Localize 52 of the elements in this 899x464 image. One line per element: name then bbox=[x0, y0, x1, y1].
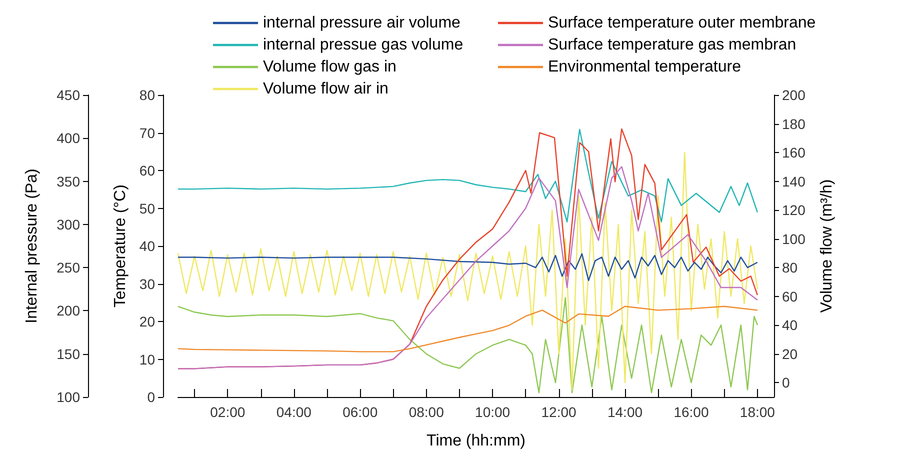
y-tick-label: 200 bbox=[56, 302, 80, 319]
y-axis-title: Internal pressure (Pa) bbox=[24, 168, 40, 324]
y2-tick-label: 10 bbox=[139, 351, 156, 368]
y3-tick-label: 60 bbox=[782, 288, 798, 304]
line-series bbox=[177, 128, 758, 222]
y-tick-label: 400 bbox=[56, 130, 80, 146]
legend-label: Environmental temperature bbox=[548, 58, 742, 76]
y2-tick-label: 60 bbox=[139, 162, 156, 178]
y3-tick-label: 0 bbox=[782, 374, 790, 391]
x-tick-label: 18:00 bbox=[740, 404, 776, 420]
y-tick-label: 300 bbox=[56, 216, 80, 232]
x-tick-label: 10:00 bbox=[475, 404, 510, 420]
y3-tick-label: 80 bbox=[782, 260, 798, 276]
y2-tick-label: 70 bbox=[139, 124, 156, 141]
y-tick-label: 250 bbox=[56, 260, 80, 276]
line-series bbox=[177, 253, 758, 282]
x-tick-label: 16:00 bbox=[674, 404, 709, 420]
line-series bbox=[177, 306, 758, 352]
y2-tick-label: 0 bbox=[147, 389, 156, 405]
y2-tick-label: 20 bbox=[139, 314, 156, 330]
x-tick-label: 12:00 bbox=[541, 404, 576, 420]
y-tick-label: 100 bbox=[56, 389, 80, 405]
y3-tick-label: 200 bbox=[782, 87, 806, 103]
x-tick-label: 14:00 bbox=[607, 404, 643, 420]
y2-tick-label: 50 bbox=[139, 200, 156, 216]
y3-tick-label: 100 bbox=[782, 230, 806, 247]
y-tick-label: 350 bbox=[56, 173, 80, 190]
y3-tick-label: 140 bbox=[782, 173, 806, 190]
legend-label: internal pressue gas volume bbox=[263, 36, 464, 54]
x-tick-label: 08:00 bbox=[408, 404, 444, 420]
legend-label: Surface temperature gas membran bbox=[548, 36, 796, 54]
y2-tick-label: 80 bbox=[139, 87, 156, 103]
x-axis-title: Time (hh:mm) bbox=[426, 432, 526, 450]
legend-label: Surface temperature outer membrane bbox=[548, 14, 816, 32]
x-tick-label: 06:00 bbox=[342, 404, 378, 420]
y2-axis-title: Temperature (°C) bbox=[112, 184, 130, 308]
x-tick-label: 02:00 bbox=[210, 404, 246, 420]
y2-tick-label: 30 bbox=[139, 276, 156, 292]
y3-axis-title: Volume flow (m³/h) bbox=[818, 179, 836, 313]
legend-label: Volume flow gas in bbox=[263, 58, 396, 76]
y-tick-label: 450 bbox=[56, 87, 80, 103]
y2-tick-label: 40 bbox=[139, 238, 156, 254]
y3-tick-label: 40 bbox=[782, 317, 798, 334]
line-series bbox=[177, 297, 758, 394]
y3-tick-label: 20 bbox=[782, 346, 798, 362]
legend-label: internal pressure air volume bbox=[263, 14, 461, 32]
legend-label: Volume flow air in bbox=[263, 80, 388, 98]
x-tick-label: 04:00 bbox=[276, 404, 312, 420]
y3-tick-label: 120 bbox=[782, 202, 806, 218]
y3-tick-label: 180 bbox=[782, 116, 806, 132]
y3-tick-label: 160 bbox=[782, 144, 806, 161]
y-tick-label: 150 bbox=[56, 346, 80, 362]
